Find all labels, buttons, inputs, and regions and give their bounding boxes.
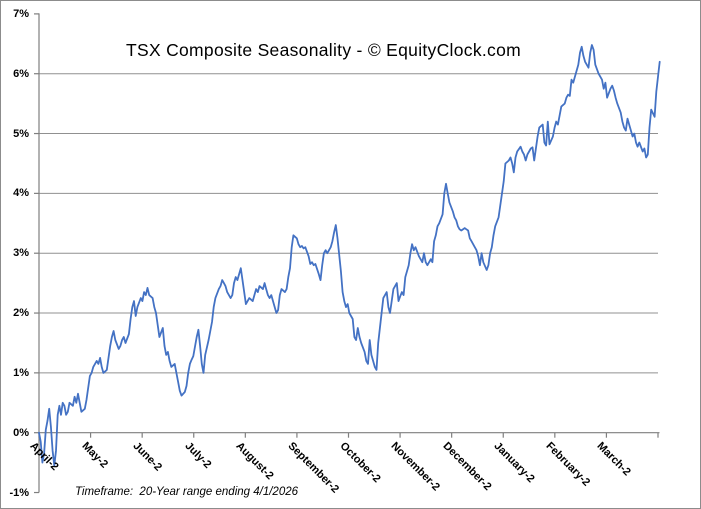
y-axis-label: 5% xyxy=(13,127,29,140)
y-axis-label: 1% xyxy=(13,366,29,379)
y-axis-label: 6% xyxy=(13,67,29,80)
chart-title: TSX Composite Seasonality - © EquityCloc… xyxy=(125,40,521,60)
seasonality-line xyxy=(38,44,661,467)
y-axis-label: 0% xyxy=(13,426,29,439)
y-axis-label: 2% xyxy=(13,307,29,320)
y-axis-label: -1% xyxy=(9,486,29,499)
y-axis-label: 3% xyxy=(13,247,29,260)
y-axis-label: 4% xyxy=(13,187,29,200)
y-axis-label: 7% xyxy=(13,7,29,20)
timeframe-note: Timeframe: 20-Year range ending 4/1/2026 xyxy=(75,486,299,498)
